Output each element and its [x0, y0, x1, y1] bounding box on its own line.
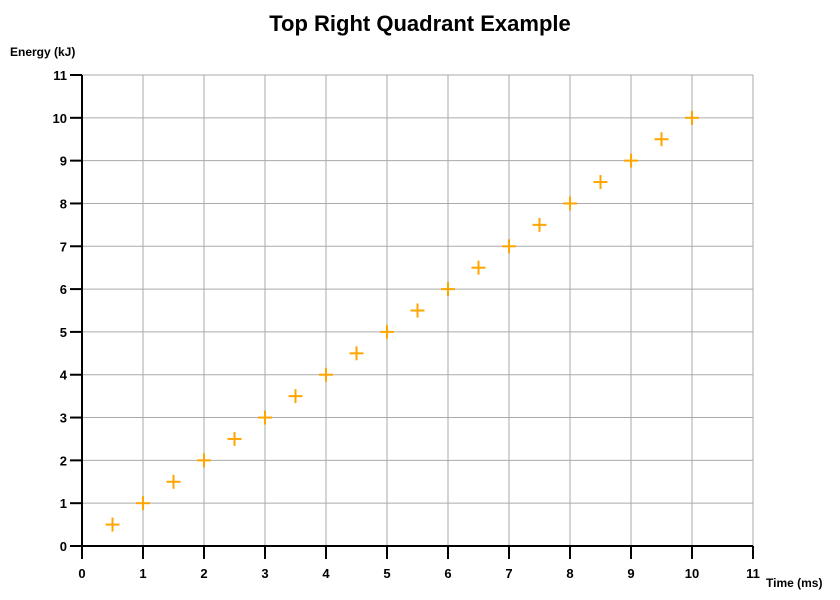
y-tick-label: 1: [60, 496, 67, 511]
x-tick-label: 1: [139, 566, 146, 581]
y-tick-label: 2: [60, 453, 67, 468]
x-tick-label: 4: [322, 566, 330, 581]
x-tick-label: 0: [78, 566, 85, 581]
y-tick-label: 11: [53, 68, 67, 83]
x-tick-label: 5: [383, 566, 390, 581]
chart-title: Top Right Quadrant Example: [269, 11, 571, 36]
y-tick-label: 0: [60, 539, 67, 554]
y-tick-label: 6: [60, 282, 67, 297]
x-tick-label: 2: [200, 566, 207, 581]
y-tick-label: 10: [53, 111, 67, 126]
x-tick-label: 10: [685, 566, 699, 581]
x-tick-label: 11: [746, 566, 760, 581]
x-tick-label: 6: [444, 566, 451, 581]
x-tick-label: 3: [261, 566, 268, 581]
y-tick-label: 7: [60, 239, 67, 254]
x-tick-label: 7: [505, 566, 512, 581]
y-tick-label: 8: [60, 196, 67, 211]
x-tick-label: 8: [566, 566, 573, 581]
y-tick-label: 4: [60, 368, 68, 383]
x-axis-label: Time (ms): [766, 576, 823, 590]
y-axis-label: Energy (kJ): [10, 45, 76, 59]
y-tick-label: 3: [60, 411, 67, 426]
y-tick-label: 9: [60, 154, 67, 169]
x-tick-label: 9: [627, 566, 634, 581]
y-tick-label: 5: [60, 325, 67, 340]
